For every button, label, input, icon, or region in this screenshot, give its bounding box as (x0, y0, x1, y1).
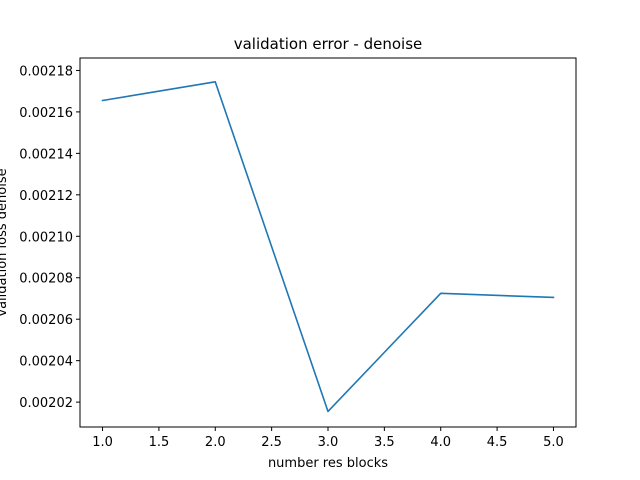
x-tick-label: 4.5 (487, 435, 508, 450)
y-tick-label: 0.00218 (19, 64, 73, 79)
chart-title: validation error - denoise (234, 35, 423, 53)
x-tick-label: 1.0 (92, 435, 113, 450)
series-line (101, 81, 555, 413)
y-tick-label: 0.00206 (19, 313, 73, 328)
x-tick-label: 5.0 (543, 435, 564, 450)
y-tick-label: 0.00202 (19, 396, 73, 411)
x-tick-label: 3.5 (374, 435, 395, 450)
plot-area (79, 57, 577, 428)
y-tick-label: 0.00216 (19, 106, 73, 121)
y-axis-ticks: 0.00202 0.00204 0.00206 0.00208 0.00210 0.002… (19, 64, 80, 411)
y-tick-label: 0.00208 (19, 272, 73, 287)
x-axis-ticks: 1.0 1.5 2.0 2.5 3.0 3.5 4.0 4.5 5.0 (92, 427, 564, 450)
x-axis-label: number res blocks (268, 456, 388, 471)
series-layer (101, 81, 555, 413)
y-tick-label: 0.00214 (19, 147, 73, 162)
y-tick-label: 0.00212 (19, 189, 73, 204)
x-tick-label: 2.0 (205, 435, 226, 450)
y-axis-label: validation loss denoise (0, 168, 10, 316)
y-tick-label: 0.00210 (19, 230, 73, 245)
x-tick-label: 4.0 (430, 435, 451, 450)
x-tick-label: 1.5 (149, 435, 170, 450)
x-tick-label: 2.5 (261, 435, 282, 450)
y-tick-label: 0.00204 (19, 355, 73, 370)
x-tick-label: 3.0 (318, 435, 339, 450)
